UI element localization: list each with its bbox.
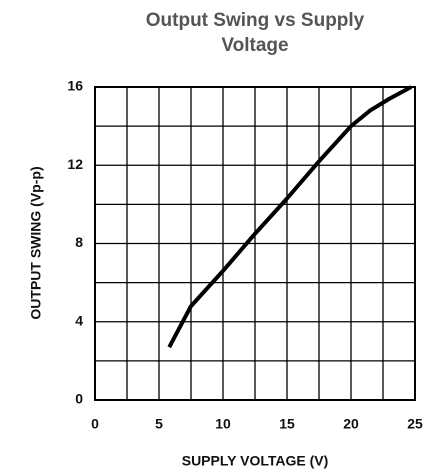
y-tick-label: 8	[75, 234, 83, 250]
x-tick-label: 5	[155, 416, 163, 432]
chart-title: Output Swing vs Supply Voltage	[145, 10, 365, 56]
data-line	[167, 85, 413, 349]
x-axis-label: SUPPLY VOLTAGE (V)	[182, 453, 329, 469]
x-tick-label: 15	[279, 416, 295, 432]
y-tick-label: 16	[67, 78, 83, 94]
x-tick-label: 20	[343, 416, 359, 432]
y-tick-label: 0	[75, 391, 83, 407]
y-tick-label: 4	[75, 312, 83, 328]
plot-frame	[94, 86, 416, 401]
x-tick-label: 25	[407, 416, 423, 432]
y-axis-label: OUTPUT SWING (Vp-p)	[28, 166, 44, 319]
x-tick-label: 0	[91, 416, 99, 432]
x-tick-label: 10	[215, 416, 231, 432]
y-tick-label: 12	[67, 156, 83, 172]
